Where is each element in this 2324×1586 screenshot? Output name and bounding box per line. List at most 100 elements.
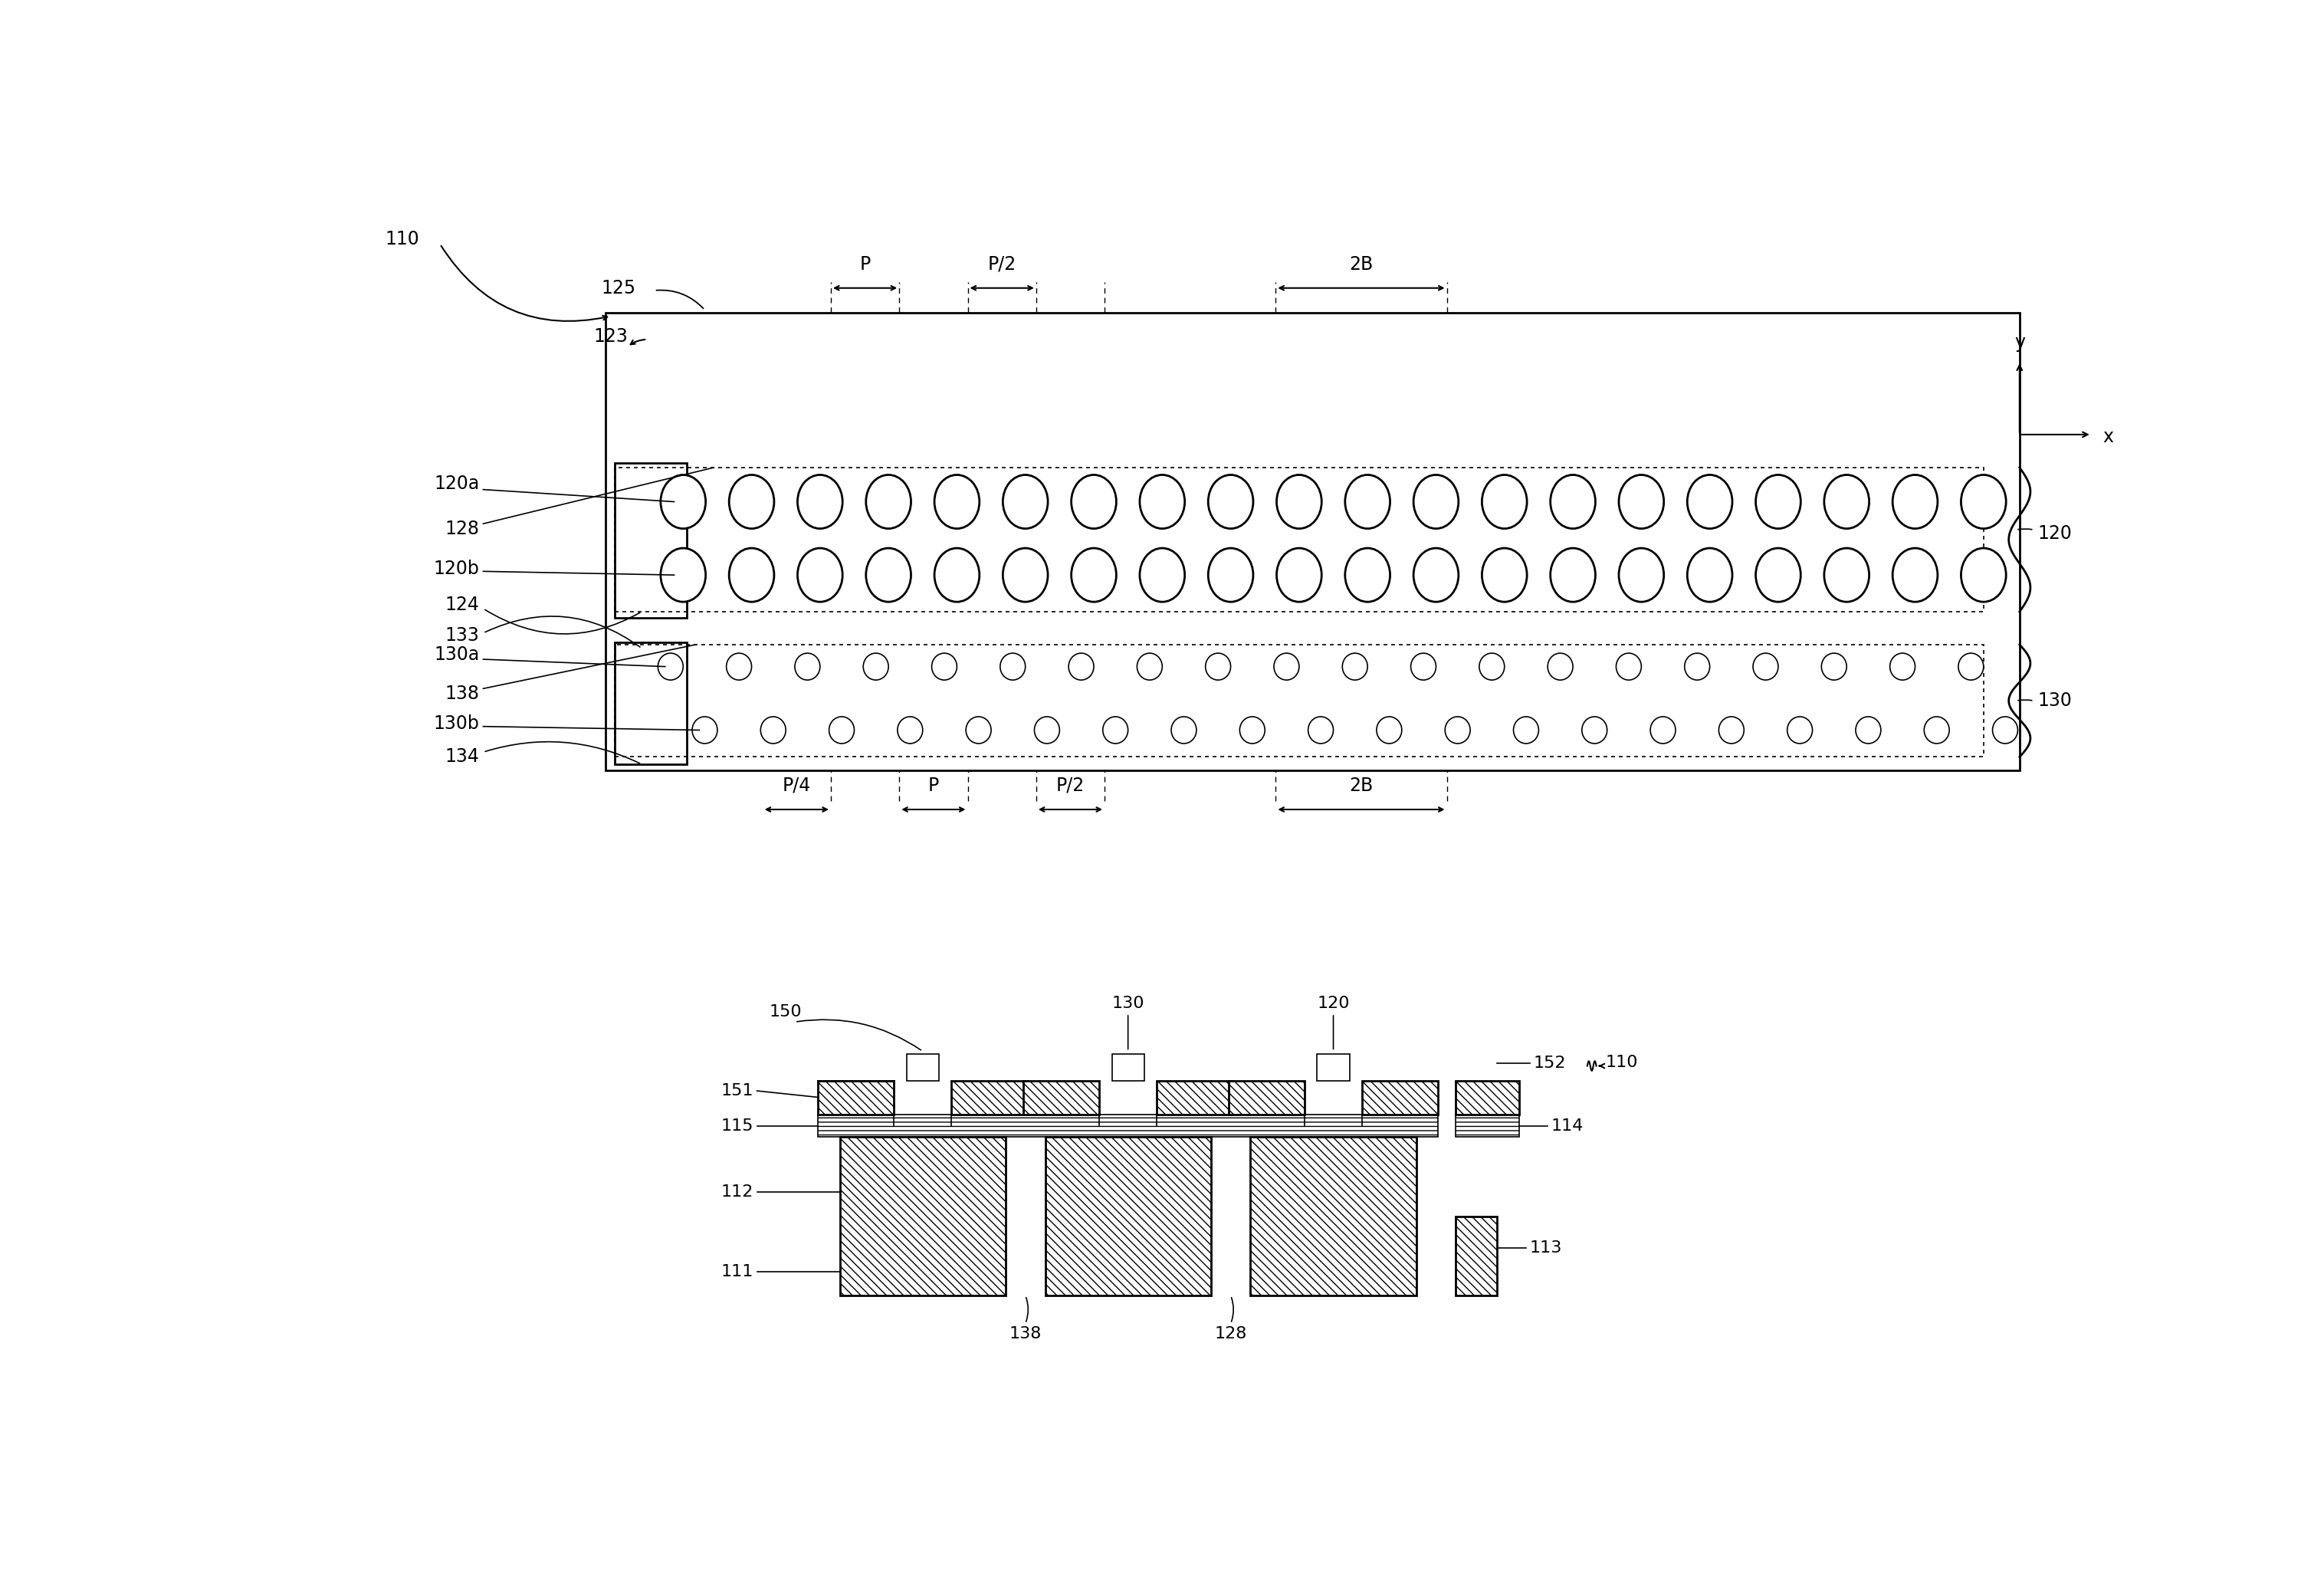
- Text: 128: 128: [446, 519, 479, 538]
- Ellipse shape: [1343, 653, 1367, 680]
- Ellipse shape: [660, 474, 706, 528]
- Ellipse shape: [1308, 717, 1334, 744]
- Ellipse shape: [1892, 474, 1938, 528]
- Ellipse shape: [1276, 549, 1322, 601]
- Ellipse shape: [1959, 653, 1985, 680]
- Ellipse shape: [1889, 653, 1915, 680]
- Text: 130: 130: [2038, 691, 2073, 711]
- Text: 128: 128: [1215, 1326, 1248, 1342]
- Ellipse shape: [1206, 653, 1232, 680]
- Ellipse shape: [1346, 549, 1390, 601]
- Ellipse shape: [658, 653, 683, 680]
- Ellipse shape: [1620, 474, 1664, 528]
- Text: 138: 138: [1009, 1326, 1041, 1342]
- Ellipse shape: [1824, 474, 1868, 528]
- Bar: [906, 1053, 939, 1080]
- Ellipse shape: [1755, 549, 1801, 601]
- Text: 138: 138: [446, 684, 479, 703]
- Text: 120: 120: [2038, 525, 2073, 542]
- Text: 114: 114: [1552, 1118, 1583, 1134]
- Ellipse shape: [1550, 549, 1594, 601]
- Ellipse shape: [1478, 653, 1504, 680]
- Ellipse shape: [1071, 474, 1116, 528]
- Ellipse shape: [1376, 717, 1401, 744]
- Text: 115: 115: [720, 1118, 753, 1134]
- Bar: [607, 312, 2020, 771]
- Text: 2B: 2B: [1350, 777, 1373, 795]
- Ellipse shape: [1139, 549, 1185, 601]
- Ellipse shape: [1071, 549, 1116, 601]
- Ellipse shape: [795, 653, 820, 680]
- Ellipse shape: [1004, 549, 1048, 601]
- Ellipse shape: [1411, 653, 1436, 680]
- Text: 134: 134: [446, 747, 479, 766]
- Ellipse shape: [1961, 474, 2006, 528]
- Ellipse shape: [1752, 653, 1778, 680]
- Text: 120: 120: [1318, 996, 1350, 1010]
- Ellipse shape: [897, 717, 923, 744]
- Bar: [1318, 1053, 1350, 1080]
- Text: 120a: 120a: [435, 474, 479, 493]
- Text: 124: 124: [446, 596, 479, 614]
- Text: P/2: P/2: [1055, 777, 1085, 795]
- Ellipse shape: [1239, 717, 1264, 744]
- Bar: [1157, 1080, 1232, 1115]
- Text: y: y: [2015, 333, 2024, 352]
- Text: 120b: 120b: [435, 560, 479, 577]
- Ellipse shape: [1687, 474, 1731, 528]
- Text: P: P: [860, 255, 872, 273]
- Bar: [1455, 1115, 1520, 1137]
- Ellipse shape: [1687, 549, 1731, 601]
- Ellipse shape: [1550, 474, 1594, 528]
- Ellipse shape: [1274, 653, 1299, 680]
- Text: 130a: 130a: [435, 646, 479, 663]
- Bar: [614, 642, 688, 764]
- Bar: [818, 1115, 1439, 1137]
- Ellipse shape: [1004, 474, 1048, 528]
- Ellipse shape: [1685, 653, 1710, 680]
- Text: 150: 150: [769, 1004, 802, 1020]
- Text: 111: 111: [720, 1264, 753, 1280]
- Ellipse shape: [1069, 653, 1095, 680]
- Bar: [1455, 1080, 1520, 1115]
- Ellipse shape: [1924, 717, 1950, 744]
- Text: P: P: [927, 777, 939, 795]
- Ellipse shape: [1413, 549, 1459, 601]
- Text: 2B: 2B: [1350, 255, 1373, 273]
- Ellipse shape: [797, 474, 844, 528]
- Text: x: x: [2103, 428, 2113, 446]
- Ellipse shape: [1824, 549, 1868, 601]
- Ellipse shape: [760, 717, 786, 744]
- Ellipse shape: [730, 474, 774, 528]
- Text: 151: 151: [720, 1083, 753, 1099]
- Ellipse shape: [1755, 474, 1801, 528]
- Ellipse shape: [1583, 717, 1608, 744]
- Text: 130: 130: [1111, 996, 1143, 1010]
- Text: 110: 110: [1606, 1055, 1638, 1071]
- Ellipse shape: [862, 653, 888, 680]
- Ellipse shape: [1787, 717, 1813, 744]
- Ellipse shape: [1620, 549, 1664, 601]
- Ellipse shape: [1548, 653, 1573, 680]
- Ellipse shape: [1892, 549, 1938, 601]
- Ellipse shape: [1413, 474, 1459, 528]
- Ellipse shape: [830, 717, 855, 744]
- Text: 112: 112: [720, 1185, 753, 1201]
- Bar: [839, 1137, 1006, 1296]
- Ellipse shape: [797, 549, 844, 601]
- Ellipse shape: [1961, 549, 2006, 601]
- Ellipse shape: [967, 717, 990, 744]
- Ellipse shape: [934, 474, 978, 528]
- Text: 110: 110: [386, 230, 418, 249]
- Bar: [1023, 1080, 1099, 1115]
- Bar: [1455, 1216, 1497, 1296]
- Ellipse shape: [1139, 474, 1185, 528]
- Text: 133: 133: [446, 626, 479, 644]
- Ellipse shape: [1513, 717, 1538, 744]
- Ellipse shape: [1208, 474, 1253, 528]
- Ellipse shape: [1208, 549, 1253, 601]
- Ellipse shape: [1136, 653, 1162, 680]
- Ellipse shape: [1034, 717, 1060, 744]
- Text: P/4: P/4: [783, 777, 811, 795]
- Ellipse shape: [1276, 474, 1322, 528]
